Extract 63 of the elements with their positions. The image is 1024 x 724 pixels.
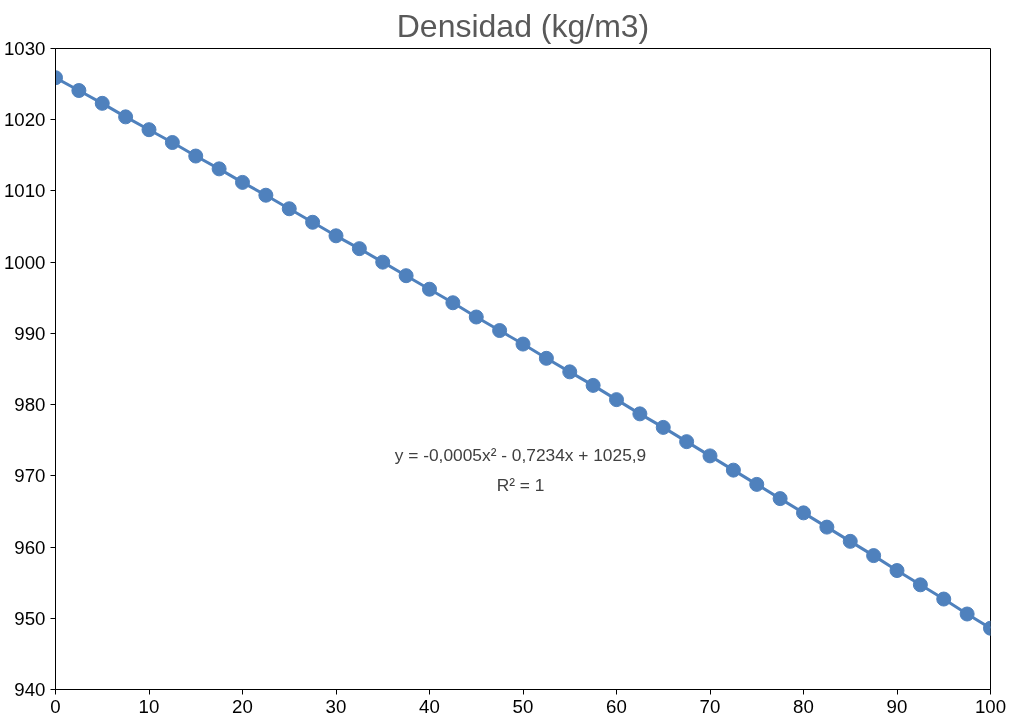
point: [609, 392, 624, 408]
y-tick-label: 950: [14, 607, 46, 629]
point: [141, 122, 157, 138]
point: [375, 254, 391, 270]
x-tick-label: 80: [793, 695, 814, 717]
x-tick-label: 100: [974, 695, 1007, 717]
point: [211, 161, 227, 177]
point: [422, 281, 437, 297]
point: [772, 491, 788, 507]
chart-title: Densidad (kg/m3): [396, 7, 650, 44]
point: [258, 187, 274, 203]
point: [398, 268, 414, 284]
point: [538, 350, 554, 366]
x-tick-label: 50: [512, 695, 534, 717]
point: [819, 519, 835, 535]
point: [912, 577, 928, 593]
x-tick-label: 20: [232, 695, 253, 717]
point: [164, 135, 180, 150]
point: [94, 95, 110, 111]
point: [866, 548, 882, 564]
annotation: y = -0,0005x² - 0,7234x + 1025,9: [394, 444, 647, 465]
point: [281, 201, 297, 217]
x-tick-label: 70: [699, 695, 721, 717]
point: [959, 606, 975, 622]
y-tick-label: 990: [14, 322, 46, 344]
point: [515, 336, 531, 352]
y-tick-label: 940: [14, 679, 46, 700]
x-tick-label: 0: [50, 695, 61, 717]
point: [351, 241, 367, 257]
point: [492, 323, 508, 339]
point: [468, 309, 484, 325]
point: [305, 214, 321, 230]
point: [702, 448, 718, 464]
x-tick-label: 60: [606, 695, 627, 717]
y-tick-label: 970: [14, 465, 46, 487]
x-tick-label: 90: [886, 695, 908, 717]
point: [328, 228, 344, 244]
x-tick-label: 10: [138, 695, 160, 717]
y-tick-label: 1030: [4, 38, 46, 59]
point: [71, 83, 87, 99]
point: [749, 476, 765, 492]
point: [679, 434, 695, 450]
point: [585, 377, 601, 393]
y-tick-label: 1020: [4, 109, 46, 131]
point: [235, 174, 250, 190]
x-tick-label: 40: [419, 695, 440, 717]
point: [632, 406, 648, 422]
point: [796, 505, 811, 521]
point: [445, 295, 461, 311]
point: [562, 364, 578, 380]
y-tick-label: 960: [14, 536, 46, 558]
point: [842, 533, 858, 549]
x-tick-label: 30: [325, 695, 347, 717]
annotation: R² = 1: [496, 474, 545, 495]
point: [188, 148, 204, 164]
y-tick-label: 1000: [4, 251, 46, 273]
point: [118, 109, 134, 125]
point: [889, 563, 905, 579]
point: [655, 419, 671, 435]
y-tick-label: 980: [14, 394, 46, 416]
point: [936, 591, 952, 607]
y-tick-label: 1010: [4, 180, 46, 202]
point: [725, 462, 741, 478]
